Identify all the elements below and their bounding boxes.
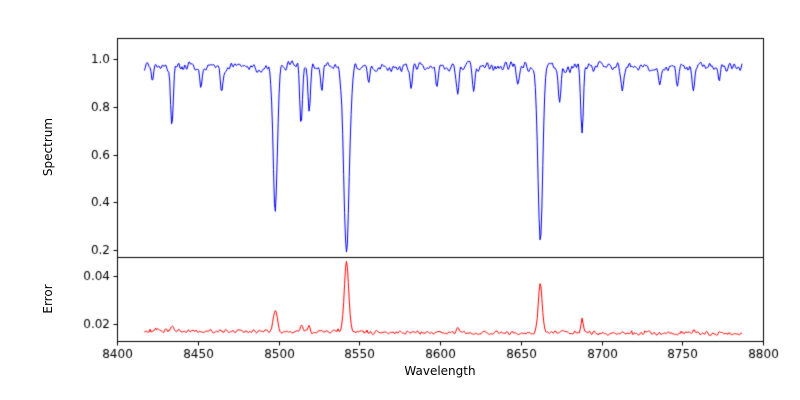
y-axis-label-spectrum: Spectrum bbox=[41, 117, 55, 177]
y-axis-label-error: Error bbox=[41, 284, 55, 314]
x-axis-label: Wavelength bbox=[404, 364, 476, 378]
